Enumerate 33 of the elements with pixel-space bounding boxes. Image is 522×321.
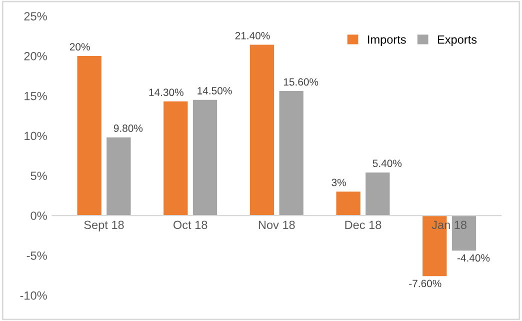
- bar: [452, 216, 476, 251]
- data-label: 15.60%: [284, 78, 318, 86]
- y-tick-label: -10%: [20, 291, 47, 300]
- x-tick-label: Nov 18: [258, 220, 295, 230]
- bar: [164, 101, 188, 216]
- data-label: 21.40%: [235, 32, 270, 40]
- x-tick-label: Sept 18: [84, 220, 124, 232]
- data-label: 3%: [332, 178, 346, 186]
- y-tick-label: 25%: [24, 12, 47, 20]
- data-label: 20%: [70, 43, 90, 51]
- data-label: 14.30%: [149, 88, 184, 96]
- bar: [250, 44, 274, 216]
- bar: [106, 137, 131, 216]
- legend-label: Imports: [368, 35, 406, 46]
- y-tick-label: 20%: [24, 52, 47, 60]
- bar: [192, 100, 218, 216]
- x-tick-label: Dec 18: [345, 220, 382, 230]
- legend-label: Exports: [438, 35, 477, 46]
- y-tick-label: 5%: [30, 172, 47, 180]
- bar: [279, 91, 304, 216]
- y-tick-label: -5%: [26, 252, 47, 260]
- x-tick-label: Oct 18: [174, 220, 208, 230]
- bar: [336, 192, 360, 216]
- data-label: 9.80%: [114, 124, 143, 132]
- y-tick-label: 0%: [30, 212, 47, 220]
- y-tick-label: 15%: [24, 92, 47, 100]
- data-label: -7.60%: [409, 280, 442, 288]
- y-tick-label: 10%: [24, 132, 47, 140]
- data-label: 14.50%: [198, 87, 232, 94]
- data-label: 5.40%: [372, 160, 402, 168]
- bar: [77, 56, 102, 216]
- data-label: -4.40%: [457, 254, 490, 262]
- bar: [366, 172, 390, 216]
